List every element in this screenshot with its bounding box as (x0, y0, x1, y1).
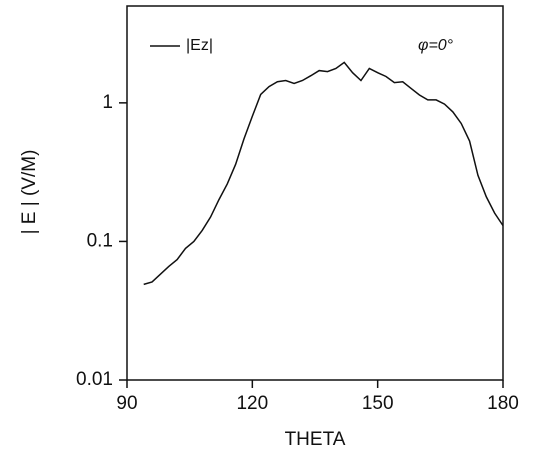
x-tick-label: 180 (487, 393, 519, 414)
legend-label: |Ez| (186, 37, 213, 54)
x-axis-label: THETA (285, 429, 346, 450)
plot-frame (126, 5, 504, 381)
annotation: φ=0° (418, 37, 454, 54)
x-tick-label: 90 (116, 393, 137, 414)
data-line (143, 61, 504, 286)
x-tick-label: 150 (362, 393, 394, 414)
y-tick-label: 1 (102, 92, 113, 113)
x-tick-label: 120 (236, 393, 268, 414)
y-axis-label: | E | (V/M) (19, 150, 40, 235)
y-tick-label: 0.01 (76, 369, 113, 390)
y-tick-label: 0.1 (87, 230, 113, 251)
